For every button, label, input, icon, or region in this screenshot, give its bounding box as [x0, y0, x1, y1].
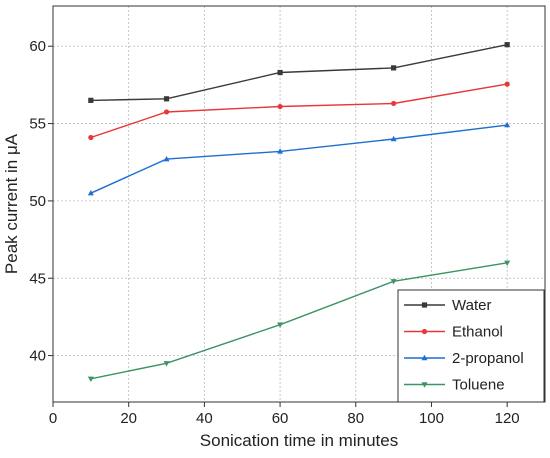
data-point-toluene: [87, 376, 94, 382]
x-tick-label: 0: [49, 410, 57, 427]
x-tick-label: 100: [419, 410, 444, 427]
series-line-2-propanol: [90, 124, 508, 194]
data-point-ethanol: [163, 109, 170, 115]
data-point-ethanol: [277, 103, 283, 110]
data-point-ethanol: [88, 134, 94, 141]
data-point-2-propanol: [163, 155, 170, 162]
x-tick-label: 120: [495, 410, 520, 427]
x-axis-title: Sonication time in minutes: [200, 431, 398, 450]
data-point-ethanol: [391, 100, 397, 107]
series-ethanol: [88, 81, 510, 141]
data-point-2-propanol: [277, 148, 284, 154]
series-2-propanol: [87, 121, 511, 196]
series-line-water: [90, 44, 508, 102]
legend-item-water: Water: [404, 297, 491, 314]
legend-label: 2-propanol: [452, 350, 524, 367]
x-tick-label: 60: [272, 410, 289, 427]
legend-item-toluene: Toluene: [404, 377, 505, 394]
data-point-water: [163, 96, 170, 102]
ticks: 0 20 40 60 80 100 120 40 45 50 55 60: [29, 38, 519, 427]
legend-marker: [421, 328, 428, 335]
y-tick-label: 60: [29, 38, 46, 55]
data-point-toluene: [390, 279, 397, 285]
x-tick-label: 40: [196, 410, 213, 427]
data-point-ethanol: [504, 81, 510, 87]
y-tick-label: 50: [29, 193, 46, 210]
data-point-water: [391, 65, 397, 71]
legend-label: Water: [452, 297, 491, 314]
y-tick-label: 55: [29, 116, 46, 133]
data-point-toluene: [163, 361, 170, 367]
data-point-water: [504, 42, 510, 48]
data-point-2-propanol: [504, 121, 511, 128]
legend-marker: [421, 382, 428, 388]
data-point-2-propanol: [390, 135, 397, 142]
legend-label: Toluene: [452, 377, 505, 394]
legend-item-ethanol: Ethanol: [404, 324, 503, 341]
legend-label: Ethanol: [452, 324, 503, 341]
legend-marker: [421, 302, 428, 308]
x-tick-label: 20: [120, 410, 137, 427]
series-water: [88, 42, 510, 103]
legend: Water Ethanol 2-propanol Toluene: [397, 289, 545, 403]
plot-frame: [52, 5, 546, 403]
data-point-water: [88, 97, 94, 103]
series-layer: [87, 42, 511, 382]
data-point-toluene: [504, 260, 511, 266]
legend-item-2-propanol: 2-propanol: [404, 350, 524, 367]
y-axis-title: Peak current in μA: [2, 133, 21, 274]
y-tick-label: 40: [29, 348, 46, 365]
data-point-toluene: [277, 322, 284, 328]
y-tick-label: 45: [29, 270, 46, 287]
x-tick-label: 80: [347, 410, 364, 427]
data-point-2-propanol: [87, 189, 94, 196]
data-point-water: [277, 69, 283, 76]
series-line-ethanol: [90, 83, 508, 139]
legend-marker: [421, 354, 428, 361]
series-toluene: [87, 260, 511, 382]
